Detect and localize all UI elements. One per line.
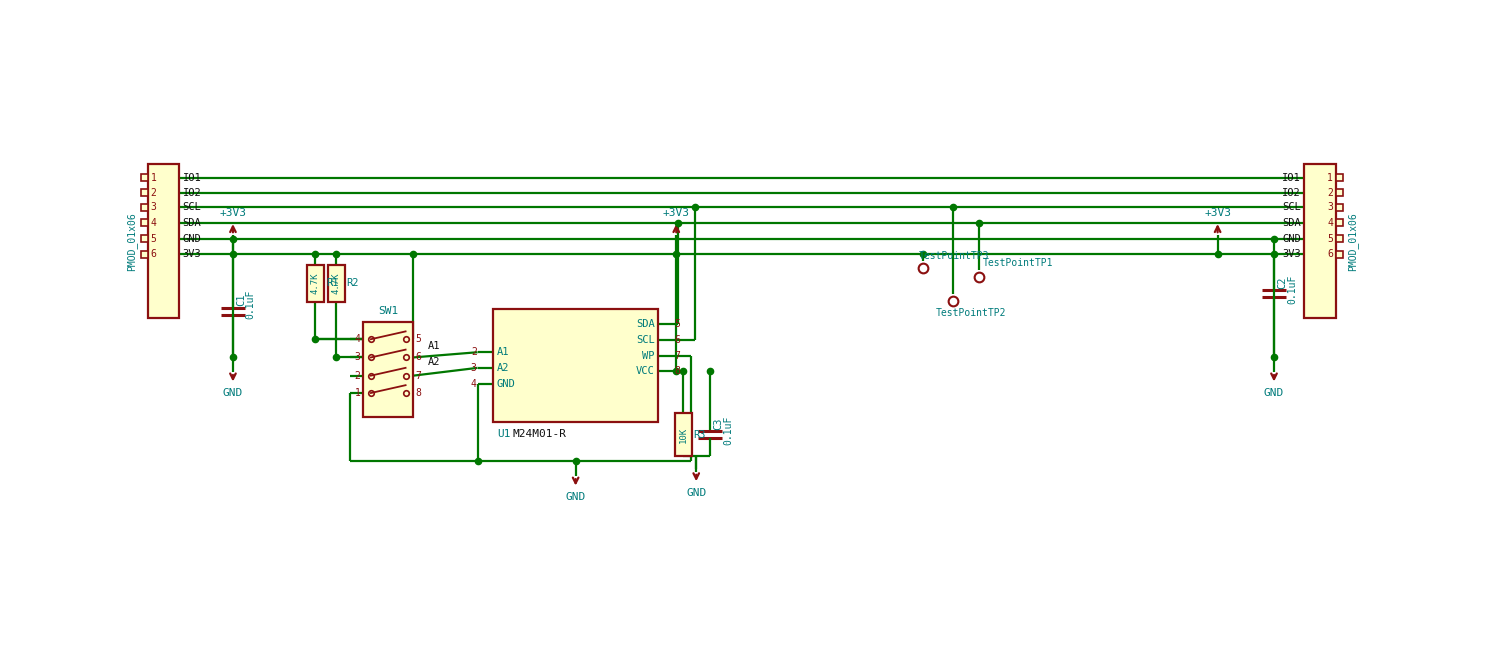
Text: SDA: SDA bbox=[636, 319, 654, 329]
Text: 10K: 10K bbox=[678, 427, 687, 443]
Text: 4: 4 bbox=[471, 379, 477, 389]
Bar bbox=[141, 220, 147, 226]
Text: C3: C3 bbox=[714, 418, 724, 431]
Text: 2: 2 bbox=[150, 187, 156, 198]
Bar bbox=[1335, 220, 1343, 226]
Text: 5: 5 bbox=[415, 334, 421, 344]
Text: A2: A2 bbox=[428, 357, 440, 367]
Bar bbox=[1335, 235, 1343, 242]
Text: GND: GND bbox=[497, 379, 516, 389]
Text: 6: 6 bbox=[150, 249, 156, 259]
Text: 0.1uF: 0.1uF bbox=[245, 290, 256, 319]
Text: 0.1uF: 0.1uF bbox=[1288, 274, 1297, 304]
Text: M24M01-R: M24M01-R bbox=[513, 429, 567, 439]
Bar bbox=[1335, 189, 1343, 196]
Text: GND: GND bbox=[1264, 388, 1285, 398]
Text: 4.7K: 4.7K bbox=[311, 273, 320, 294]
Text: VCC: VCC bbox=[636, 366, 654, 376]
Text: 6: 6 bbox=[1326, 249, 1332, 259]
Bar bbox=[327, 265, 345, 302]
Text: 7: 7 bbox=[415, 371, 421, 380]
Bar bbox=[494, 309, 659, 421]
Bar bbox=[141, 189, 147, 196]
Text: GND: GND bbox=[565, 492, 586, 502]
Text: 3V3: 3V3 bbox=[183, 249, 201, 259]
Text: PMOD_01x06: PMOD_01x06 bbox=[126, 212, 137, 271]
Text: J1: J1 bbox=[1313, 0, 1326, 2]
Text: GND: GND bbox=[1282, 234, 1301, 243]
Text: R1: R1 bbox=[326, 278, 338, 288]
Text: PMOD_01x06: PMOD_01x06 bbox=[1347, 212, 1359, 271]
Text: 1: 1 bbox=[1326, 173, 1332, 183]
Text: TestPointTP1: TestPointTP1 bbox=[983, 258, 1053, 268]
Text: 1: 1 bbox=[354, 388, 360, 398]
Text: 4: 4 bbox=[354, 334, 360, 344]
Text: GND: GND bbox=[686, 488, 706, 498]
Text: SDA: SDA bbox=[183, 218, 201, 228]
Bar bbox=[147, 164, 178, 319]
Bar bbox=[141, 174, 147, 181]
Text: IO1: IO1 bbox=[1282, 173, 1301, 183]
Text: +3V3: +3V3 bbox=[1204, 208, 1231, 218]
Text: +3V3: +3V3 bbox=[220, 208, 247, 218]
Text: SCL: SCL bbox=[183, 202, 201, 212]
Text: IO2: IO2 bbox=[183, 187, 201, 198]
Text: R2: R2 bbox=[346, 278, 358, 288]
Text: 7: 7 bbox=[675, 351, 681, 361]
Text: A2: A2 bbox=[497, 363, 509, 373]
Text: R3: R3 bbox=[693, 429, 706, 439]
Text: 4: 4 bbox=[150, 218, 156, 228]
Text: WP: WP bbox=[642, 351, 654, 361]
Text: 5: 5 bbox=[1326, 234, 1332, 243]
Text: SDA: SDA bbox=[1282, 218, 1301, 228]
Text: 2: 2 bbox=[354, 371, 360, 380]
Text: SCL: SCL bbox=[636, 335, 654, 345]
Text: 1: 1 bbox=[150, 173, 156, 183]
Text: GND: GND bbox=[183, 234, 201, 243]
Bar bbox=[675, 413, 691, 456]
Bar bbox=[141, 204, 147, 211]
Text: 0.1uF: 0.1uF bbox=[723, 415, 733, 445]
Text: C2: C2 bbox=[1277, 277, 1288, 289]
Bar bbox=[1304, 164, 1335, 319]
Text: A1: A1 bbox=[497, 347, 509, 358]
Text: 2: 2 bbox=[1326, 187, 1332, 198]
Text: C1: C1 bbox=[236, 293, 247, 306]
Text: GND: GND bbox=[223, 388, 242, 398]
Text: TestPointTP2: TestPointTP2 bbox=[935, 308, 1007, 318]
Text: A1: A1 bbox=[428, 341, 440, 351]
Text: IO2: IO2 bbox=[1282, 187, 1301, 198]
Text: U1: U1 bbox=[498, 429, 512, 439]
Bar bbox=[1335, 204, 1343, 211]
Text: 6: 6 bbox=[675, 335, 681, 345]
Text: 3: 3 bbox=[150, 202, 156, 212]
Text: SCL: SCL bbox=[1282, 202, 1301, 212]
Text: SW1: SW1 bbox=[378, 306, 399, 316]
Text: 5: 5 bbox=[675, 319, 681, 329]
Text: 3: 3 bbox=[1326, 202, 1332, 212]
Text: 5: 5 bbox=[150, 234, 156, 243]
Text: TestPointTP3: TestPointTP3 bbox=[919, 251, 989, 261]
Bar bbox=[306, 265, 324, 302]
Text: 3V3: 3V3 bbox=[1282, 249, 1301, 259]
Text: 8: 8 bbox=[415, 388, 421, 398]
Text: J2: J2 bbox=[156, 0, 171, 2]
Text: 8: 8 bbox=[675, 366, 681, 376]
Text: 6: 6 bbox=[415, 352, 421, 362]
Text: IO1: IO1 bbox=[183, 173, 201, 183]
Text: +3V3: +3V3 bbox=[663, 208, 690, 218]
Text: 2: 2 bbox=[471, 347, 477, 358]
Bar bbox=[363, 322, 413, 417]
Bar bbox=[141, 235, 147, 242]
Bar bbox=[141, 251, 147, 257]
Bar bbox=[1335, 174, 1343, 181]
Text: 4.7K: 4.7K bbox=[332, 273, 341, 294]
Text: 4: 4 bbox=[1326, 218, 1332, 228]
Bar bbox=[1335, 251, 1343, 257]
Text: 3: 3 bbox=[354, 352, 360, 362]
Text: 3: 3 bbox=[471, 363, 477, 373]
